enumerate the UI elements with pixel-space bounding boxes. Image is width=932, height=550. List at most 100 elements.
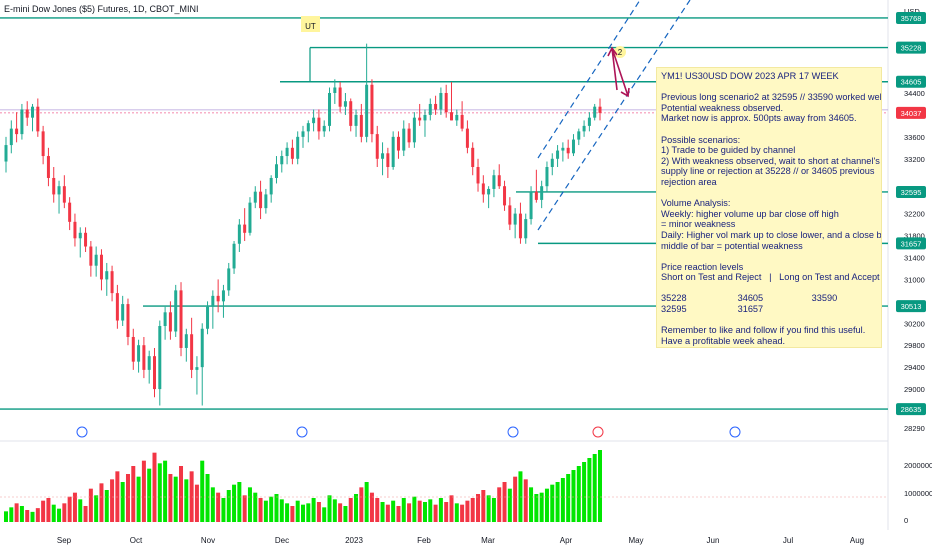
candle-body xyxy=(460,114,464,129)
candle-body xyxy=(94,254,98,266)
volume-bar xyxy=(258,498,263,522)
volume-bar xyxy=(316,502,321,522)
volume-bar xyxy=(470,498,475,522)
price-tag-label: 35228 xyxy=(901,44,922,53)
volume-bar xyxy=(332,499,337,522)
volume-bar xyxy=(14,503,19,522)
volume-bar xyxy=(78,499,83,522)
candle-body xyxy=(529,191,533,220)
candle-body xyxy=(20,109,24,135)
volume-bar xyxy=(216,492,221,522)
time-tick-label: Nov xyxy=(201,536,215,545)
candle-body xyxy=(153,356,156,390)
candle-body xyxy=(513,213,517,225)
volume-bar xyxy=(237,482,242,522)
price-tag-bg xyxy=(896,403,926,416)
candle-body xyxy=(359,114,363,137)
candle-body xyxy=(46,156,50,178)
candle-body xyxy=(121,304,125,321)
candle-body xyxy=(264,194,268,209)
price-tag-28635: 28635 xyxy=(896,403,926,416)
candle-body xyxy=(115,293,119,321)
candle-body xyxy=(73,221,77,239)
dividend-marker-icon xyxy=(592,426,604,438)
candle-body xyxy=(110,271,114,294)
volume-bar xyxy=(444,502,449,522)
candle-body xyxy=(365,84,369,137)
volume-bar xyxy=(438,498,443,522)
symbol-title[interactable]: E-mini Dow Jones ($5) Futures, 1D, CBOT_… xyxy=(4,4,199,14)
candle-body xyxy=(375,134,379,159)
volume-axis: 2000000 1000000 0 xyxy=(904,461,932,525)
note-line: Weekly: higher volume up bar close off h… xyxy=(661,208,839,219)
volume-bar xyxy=(364,482,369,522)
candle-body xyxy=(84,232,88,247)
note-line: supply line or rejection at 35228 // or … xyxy=(661,166,875,177)
note-spacer xyxy=(661,251,877,262)
price-tag-32595: 32595 xyxy=(896,185,926,198)
candle-body xyxy=(518,213,522,239)
volume-bar xyxy=(35,508,40,522)
ut-label-bg xyxy=(301,16,320,32)
candle-body xyxy=(31,106,35,118)
volume-tick-label: 1000000 xyxy=(904,489,932,498)
price-tag-label: 35768 xyxy=(901,14,922,23)
volume-bar xyxy=(72,492,77,522)
candle-body xyxy=(259,191,263,209)
candle-body xyxy=(412,117,416,143)
candle-body xyxy=(571,139,575,154)
point-label: 2 xyxy=(618,48,623,57)
candle-body xyxy=(211,295,215,307)
candle-body xyxy=(492,175,496,189)
candle-body xyxy=(354,114,358,126)
analysis-note[interactable]: YM1! US30USD DOW 2023 APR 17 WEEK Previou… xyxy=(656,67,882,348)
candle-body xyxy=(481,183,485,195)
price-tag-35228: 35228 xyxy=(896,41,926,54)
candle-body xyxy=(285,147,289,157)
candle-body xyxy=(78,232,82,239)
volume-bar xyxy=(566,474,571,522)
volume-bar xyxy=(147,468,152,522)
volume-bar xyxy=(9,507,14,522)
event-marker-icon xyxy=(76,426,88,438)
price-tick-label: 29800 xyxy=(904,341,925,350)
price-tag-bg xyxy=(896,75,926,88)
candle-body xyxy=(168,312,172,332)
volume-bar xyxy=(221,498,226,522)
volume-bar xyxy=(184,479,189,522)
candle-body xyxy=(333,87,337,93)
candle-body xyxy=(391,136,395,168)
note-line: Short on Test and Reject | Long on Test … xyxy=(661,272,880,283)
candle-body xyxy=(471,147,475,168)
time-axis: Sep Oct Nov Dec 2023 Feb Mar Apr May Jun Jul Aug xyxy=(57,536,864,545)
volume-bar xyxy=(168,474,173,522)
volume-bar xyxy=(396,506,401,522)
time-tick-label: Jun xyxy=(707,536,720,545)
currency-label: USD xyxy=(904,7,920,16)
volume-bar xyxy=(598,450,602,522)
candle-body xyxy=(274,164,278,178)
price-tag-34037: 34037 xyxy=(896,106,926,119)
price-tag-label: 28635 xyxy=(901,405,922,414)
note-spacer xyxy=(661,124,877,135)
volume-bar xyxy=(120,482,125,522)
candle-body xyxy=(68,202,72,222)
time-tick-label: Sep xyxy=(57,536,72,545)
candle-body xyxy=(566,147,570,154)
candle-body xyxy=(237,224,241,244)
candle-body xyxy=(582,125,586,132)
volume-bar xyxy=(582,462,587,522)
candle-body xyxy=(370,84,374,135)
volume-bar xyxy=(422,502,427,522)
volume-bar xyxy=(263,500,268,522)
volume-bar xyxy=(460,504,465,522)
volume-bar xyxy=(115,471,120,522)
volume-bar xyxy=(391,500,396,522)
volume-bar xyxy=(232,484,237,522)
volume-bar xyxy=(412,496,417,522)
price-tick-label: 30200 xyxy=(904,319,925,328)
price-tick-label: 32200 xyxy=(904,210,925,219)
price-tag-label: 32595 xyxy=(901,188,922,197)
volume-bar xyxy=(30,511,35,522)
